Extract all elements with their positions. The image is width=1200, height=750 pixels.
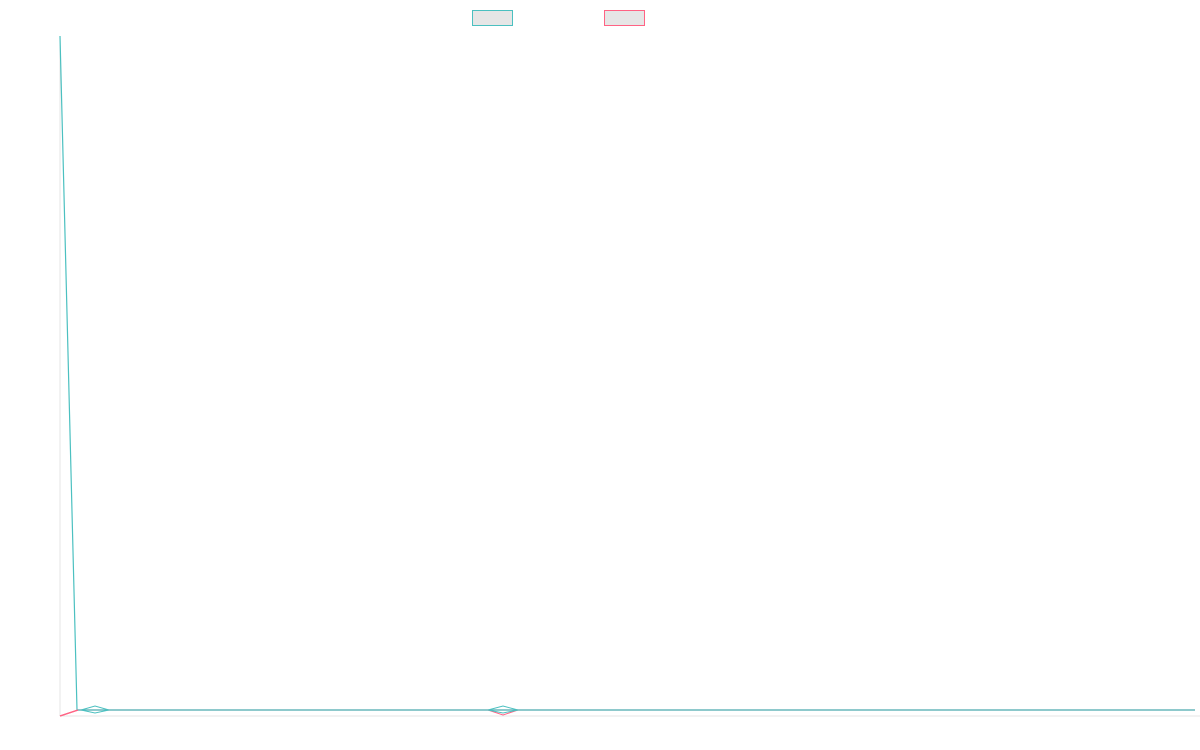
series-2-start-segment xyxy=(59,709,79,717)
legend xyxy=(472,10,645,26)
plot-area xyxy=(59,35,1195,717)
legend-swatch-series-2 xyxy=(604,10,645,26)
series-line-1 xyxy=(59,35,1195,711)
axes xyxy=(59,36,1200,717)
series-1-marker-2 xyxy=(487,705,519,714)
series-line-2 xyxy=(59,709,1195,717)
series-2-marker-1 xyxy=(487,709,519,716)
series-1-marker-1 xyxy=(80,705,110,714)
legend-swatch-series-1 xyxy=(472,10,513,26)
